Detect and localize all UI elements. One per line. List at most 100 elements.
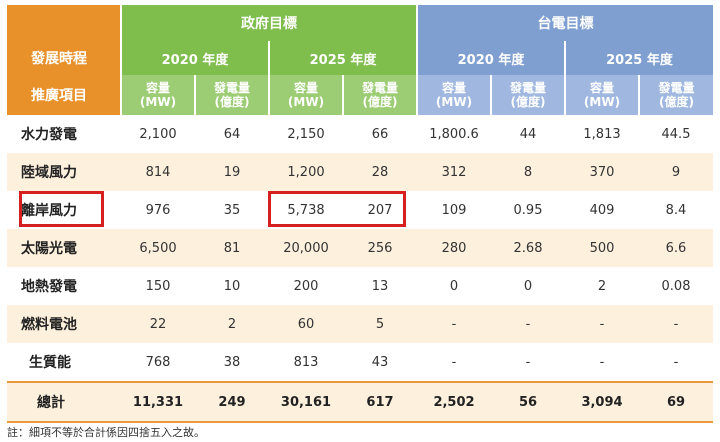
cell: - (417, 343, 491, 382)
table-row: 陸域風力 814 19 1,200 28 312 8 370 9 (7, 153, 713, 191)
gov-2025-generation-header: 發電量 (億度) (342, 75, 417, 115)
row-label: 地熱發電 (7, 267, 121, 305)
cell: - (639, 305, 713, 343)
cell: 280 (417, 229, 491, 267)
table-row: 生質能 768 38 813 43 - - - - (7, 343, 713, 382)
gov-2020-capacity-header: 容量 (MW) (120, 75, 195, 115)
row-label: 水力發電 (7, 115, 121, 153)
taipower-target-header: 台電目標 (416, 5, 713, 41)
cell: 2 (565, 267, 639, 305)
gov-2020-header: 2020 年度 (120, 41, 269, 75)
total-cell: 69 (639, 381, 713, 423)
total-label: 總計 (7, 381, 121, 423)
cell: 1,800.6 (417, 115, 491, 153)
cell: - (491, 305, 565, 343)
cell: 28 (343, 153, 417, 191)
cell: 0.95 (491, 191, 565, 229)
cell: - (639, 343, 713, 382)
cell: 81 (195, 229, 269, 267)
cell: 1,813 (565, 115, 639, 153)
cell: 409 (565, 191, 639, 229)
cell: 768 (121, 343, 195, 382)
row-label: 生質能 (7, 343, 121, 382)
cell: 6,500 (121, 229, 195, 267)
cell: 500 (565, 229, 639, 267)
taipower-2020-capacity-header: 容量 (MW) (416, 75, 491, 115)
cell: 814 (121, 153, 195, 191)
cell: 0 (417, 267, 491, 305)
timeline-label: 發展時程 (7, 41, 121, 75)
cell: 1,200 (269, 153, 343, 191)
cell: 5,738 (269, 191, 343, 229)
cell: 5 (343, 305, 417, 343)
row-label: 太陽光電 (7, 229, 121, 267)
offshore-wind-label-highlight (19, 191, 104, 227)
taipower-2025-header: 2025 年度 (564, 41, 713, 75)
cell: 44 (491, 115, 565, 153)
cell: 19 (195, 153, 269, 191)
corner-blank (7, 5, 121, 41)
gov-2020-generation-header: 發電量 (億度) (194, 75, 269, 115)
cell: - (565, 305, 639, 343)
cell: 8 (491, 153, 565, 191)
taipower-2020-header: 2020 年度 (416, 41, 565, 75)
cell: - (417, 305, 491, 343)
row-label: 陸域風力 (7, 153, 121, 191)
cell: 256 (343, 229, 417, 267)
cell: 2,100 (121, 115, 195, 153)
taipower-2025-capacity-header: 容量 (MW) (564, 75, 639, 115)
cell: 370 (565, 153, 639, 191)
cell: 150 (121, 267, 195, 305)
cell: 2,150 (269, 115, 343, 153)
cell: 22 (121, 305, 195, 343)
total-cell: 617 (343, 381, 417, 423)
cell: 8.4 (639, 191, 713, 229)
taipower-2025-generation-header: 發電量 (億度) (638, 75, 713, 115)
item-label: 推廣項目 (7, 75, 121, 115)
cell: 0.08 (639, 267, 713, 305)
cell: - (491, 343, 565, 382)
cell: 6.6 (639, 229, 713, 267)
cell: 43 (343, 343, 417, 382)
energy-target-table-wrap: 政府目標 台電目標 發展時程 2020 年度 2025 年度 2020 年度 2… (7, 5, 713, 423)
gov-target-header: 政府目標 (120, 5, 417, 41)
cell: 35 (195, 191, 269, 229)
cell: - (565, 343, 639, 382)
cell: 44.5 (639, 115, 713, 153)
total-cell: 2,502 (417, 381, 491, 423)
table-row: 太陽光電 6,500 81 20,000 256 280 2.68 500 6.… (7, 229, 713, 267)
gov-2025-header: 2025 年度 (268, 41, 417, 75)
energy-target-table: 政府目標 台電目標 發展時程 2020 年度 2025 年度 2020 年度 2… (7, 5, 713, 423)
cell: 312 (417, 153, 491, 191)
total-row: 總計 11,331 249 30,161 617 2,502 56 3,094 … (7, 381, 713, 423)
cell: 9 (639, 153, 713, 191)
cell: 976 (121, 191, 195, 229)
total-cell: 30,161 (269, 381, 343, 423)
taipower-2020-generation-header: 發電量 (億度) (490, 75, 565, 115)
table-row: 燃料電池 22 2 60 5 - - - - (7, 305, 713, 343)
cell: 109 (417, 191, 491, 229)
cell: 38 (195, 343, 269, 382)
total-cell: 3,094 (565, 381, 639, 423)
cell: 0 (491, 267, 565, 305)
total-cell: 56 (491, 381, 565, 423)
row-label: 燃料電池 (7, 305, 121, 343)
cell: 64 (195, 115, 269, 153)
table-row: 水力發電 2,100 64 2,150 66 1,800.6 44 1,813 … (7, 115, 713, 153)
cell: 13 (343, 267, 417, 305)
cell: 2 (195, 305, 269, 343)
total-cell: 11,331 (121, 381, 195, 423)
cell: 2.68 (491, 229, 565, 267)
gov-2025-capacity-header: 容量 (MW) (268, 75, 343, 115)
cell: 10 (195, 267, 269, 305)
table-row: 離岸風力 976 35 5,738 207 109 0.95 409 8.4 (7, 191, 713, 229)
cell: 20,000 (269, 229, 343, 267)
footnote: 註：細項不等於合計係因四捨五入之故。 (7, 426, 205, 439)
offshore-wind-2025-highlight (268, 191, 406, 227)
cell: 200 (269, 267, 343, 305)
cell: 813 (269, 343, 343, 382)
cell: 60 (269, 305, 343, 343)
total-cell: 249 (195, 381, 269, 423)
table-row: 地熱發電 150 10 200 13 0 0 2 0.08 (7, 267, 713, 305)
cell: 66 (343, 115, 417, 153)
